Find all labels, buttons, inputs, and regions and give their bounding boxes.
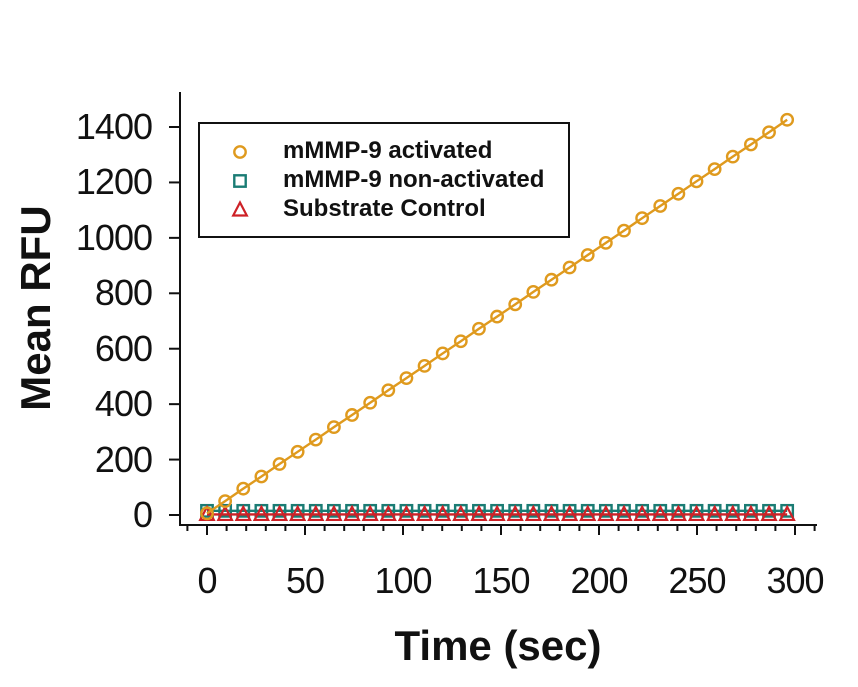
x-tick-label: 50 [285,560,325,601]
legend: mMMP-9 activated mMMP-9 non-activated Su… [198,122,570,238]
x-tick-label: 250 [668,560,726,601]
circle-marker-icon [233,145,247,159]
legend-label: Substrate Control [283,195,486,222]
square-marker-icon [233,174,247,188]
series-mmp9-activated [200,112,795,521]
legend-label: mMMP-9 non-activated [283,166,545,193]
legend-label: mMMP-9 activated [283,137,493,164]
x-tick-label: 300 [766,560,824,601]
triangle-marker-icon [231,200,249,217]
x-tick-label: 0 [197,560,217,601]
axis-ticks [169,126,816,535]
x-tick-label: 200 [570,560,628,601]
x-tick-label: 100 [374,560,432,601]
y-tick-label: 200 [94,439,153,480]
y-tick-label: 400 [94,383,153,424]
axes-lines [179,92,817,526]
y-tick-label: 1200 [75,161,153,202]
y-tick-label: 1000 [75,217,153,258]
legend-item-substrate-control: Substrate Control [200,195,568,224]
legend-item-mmp9-non-activated: mMMP-9 non-activated [200,166,568,195]
y-tick-label: 1400 [75,106,153,147]
y-tick-label: 800 [94,272,153,313]
y-tick-label: 600 [94,328,153,369]
legend-item-mmp9-activated: mMMP-9 activated [200,137,568,166]
series-substrate-control [198,504,796,522]
y-tick-label: 0 [132,494,153,535]
y-axis-title: Mean RFU [12,205,59,411]
x-tick-label: 150 [472,560,530,601]
x-axis-title: Time (sec) [394,622,602,669]
